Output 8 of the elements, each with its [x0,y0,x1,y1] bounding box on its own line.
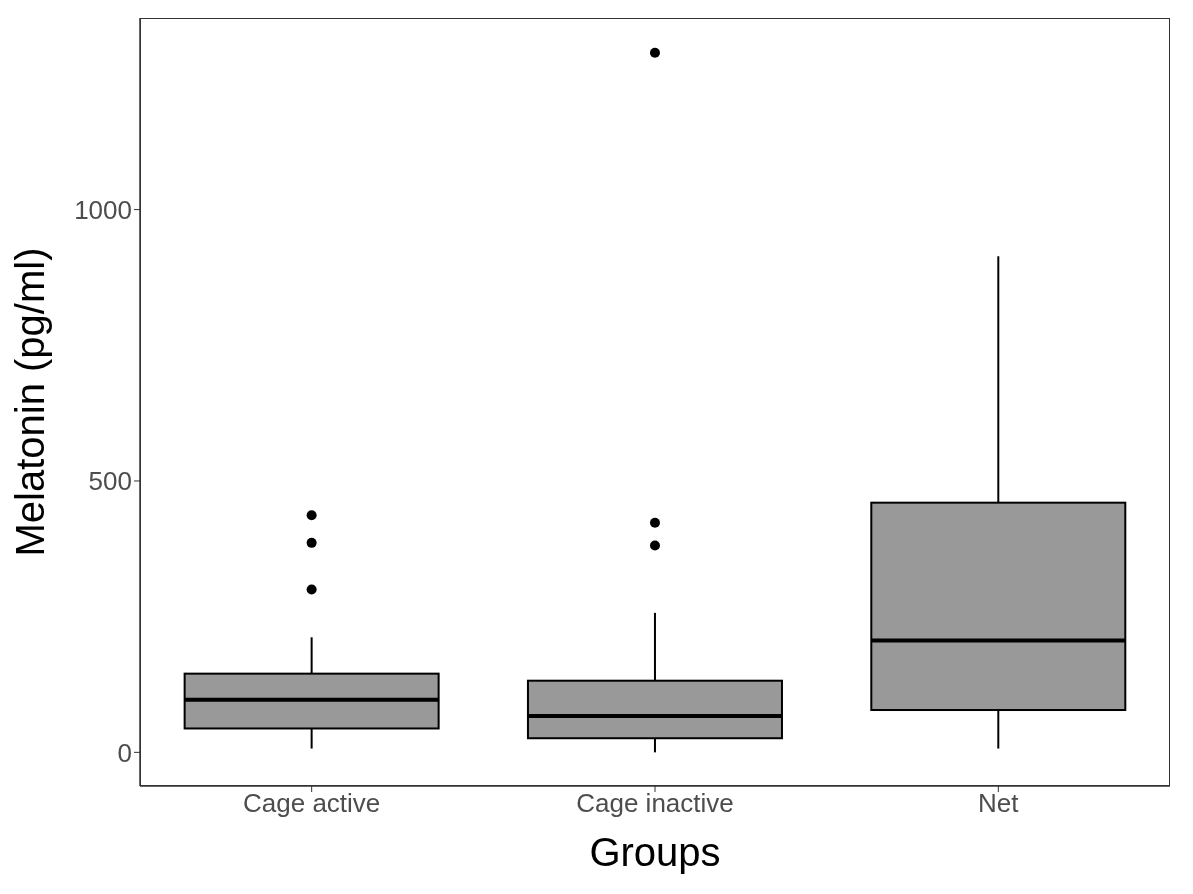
x-tick-label: Cage inactive [576,788,734,819]
x-axis-title: Groups [589,830,721,874]
y-axis-title: Melatonin (pg/ml) [8,247,53,557]
y-tick-label: 1000 [74,194,132,225]
x-tick-label: Cage active [243,788,381,819]
y-tick-label: 500 [88,466,132,497]
x-tick-label: Net [978,788,1020,819]
y-tick-label: 0 [117,737,132,768]
